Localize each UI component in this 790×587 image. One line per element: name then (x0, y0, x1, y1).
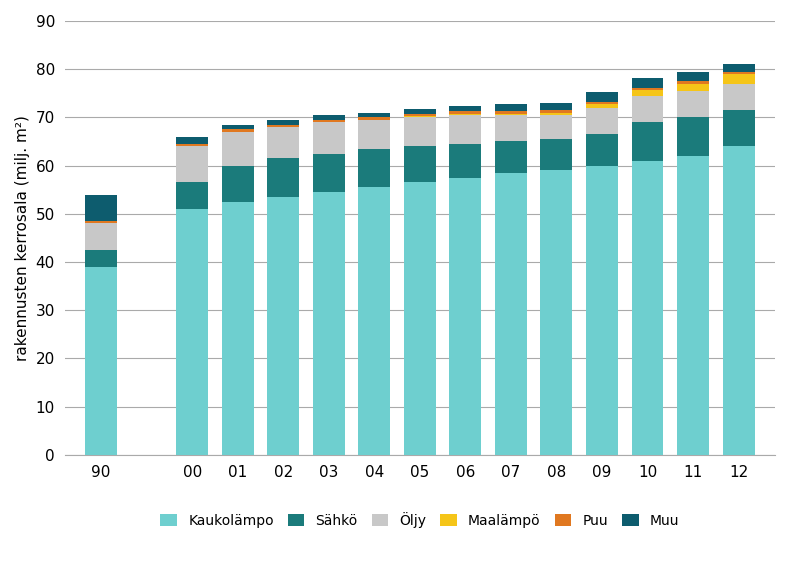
Bar (222, 130, 254, 132)
Bar (631, 122, 664, 161)
Bar (404, 116, 436, 117)
Bar (540, 115, 573, 139)
Bar (677, 156, 709, 455)
Bar (631, 87, 664, 90)
Bar (723, 146, 754, 455)
Bar (723, 65, 754, 72)
Bar (586, 166, 618, 455)
Bar (359, 120, 390, 149)
Bar (495, 111, 527, 113)
Bar (677, 117, 709, 156)
Bar (359, 187, 390, 455)
Bar (723, 72, 754, 74)
Bar (267, 120, 299, 124)
Bar (495, 141, 527, 173)
Y-axis label: rakennusten kerrosala (milj. m²): rakennusten kerrosala (milj. m²) (15, 115, 30, 361)
Bar (450, 115, 481, 144)
Bar (85, 194, 117, 221)
Bar (176, 144, 208, 146)
Bar (723, 84, 754, 110)
Bar (450, 113, 481, 115)
Bar (450, 106, 481, 111)
Bar (222, 166, 254, 202)
Bar (586, 134, 618, 166)
Bar (313, 122, 344, 154)
Bar (450, 178, 481, 455)
Bar (313, 115, 344, 120)
Bar (540, 110, 573, 113)
Bar (404, 109, 436, 114)
Bar (267, 197, 299, 455)
Bar (495, 113, 527, 115)
Bar (631, 161, 664, 455)
Bar (677, 84, 709, 91)
Bar (450, 111, 481, 113)
Bar (313, 192, 344, 455)
Bar (313, 154, 344, 192)
Bar (540, 139, 573, 170)
Bar (85, 267, 117, 455)
Legend: Kaukolämpo, Sähkö, Öljy, Maalämpö, Puu, Muu: Kaukolämpo, Sähkö, Öljy, Maalämpö, Puu, … (153, 505, 687, 535)
Bar (723, 110, 754, 146)
Bar (495, 173, 527, 455)
Bar (85, 250, 117, 267)
Bar (176, 146, 208, 183)
Bar (631, 90, 664, 96)
Bar (85, 221, 117, 224)
Bar (631, 78, 664, 87)
Bar (586, 108, 618, 134)
Bar (586, 102, 618, 104)
Bar (176, 137, 208, 144)
Bar (677, 91, 709, 117)
Bar (176, 209, 208, 455)
Bar (677, 72, 709, 81)
Bar (313, 120, 344, 122)
Bar (222, 132, 254, 166)
Bar (540, 170, 573, 455)
Bar (267, 127, 299, 158)
Bar (586, 104, 618, 108)
Bar (85, 224, 117, 250)
Bar (586, 92, 618, 102)
Bar (267, 124, 299, 127)
Bar (540, 103, 573, 110)
Bar (359, 117, 390, 120)
Bar (404, 183, 436, 455)
Bar (267, 158, 299, 197)
Bar (540, 113, 573, 115)
Bar (404, 114, 436, 116)
Bar (450, 144, 481, 178)
Bar (404, 117, 436, 146)
Bar (359, 113, 390, 117)
Bar (176, 183, 208, 209)
Bar (495, 115, 527, 141)
Bar (404, 146, 436, 183)
Bar (677, 81, 709, 84)
Bar (359, 149, 390, 187)
Bar (222, 124, 254, 130)
Bar (631, 96, 664, 122)
Bar (723, 74, 754, 84)
Bar (495, 104, 527, 111)
Bar (222, 202, 254, 455)
